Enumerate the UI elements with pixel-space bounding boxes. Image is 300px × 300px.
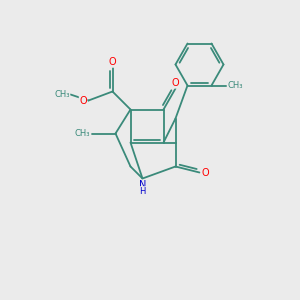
Text: O: O — [172, 78, 179, 88]
Text: O: O — [109, 57, 116, 67]
Text: CH₃: CH₃ — [54, 90, 70, 99]
Text: N: N — [139, 180, 146, 190]
Text: O: O — [79, 95, 87, 106]
Text: CH₃: CH₃ — [227, 81, 243, 90]
Text: O: O — [201, 167, 209, 178]
Text: H: H — [139, 187, 146, 196]
Text: CH₃: CH₃ — [75, 129, 90, 138]
